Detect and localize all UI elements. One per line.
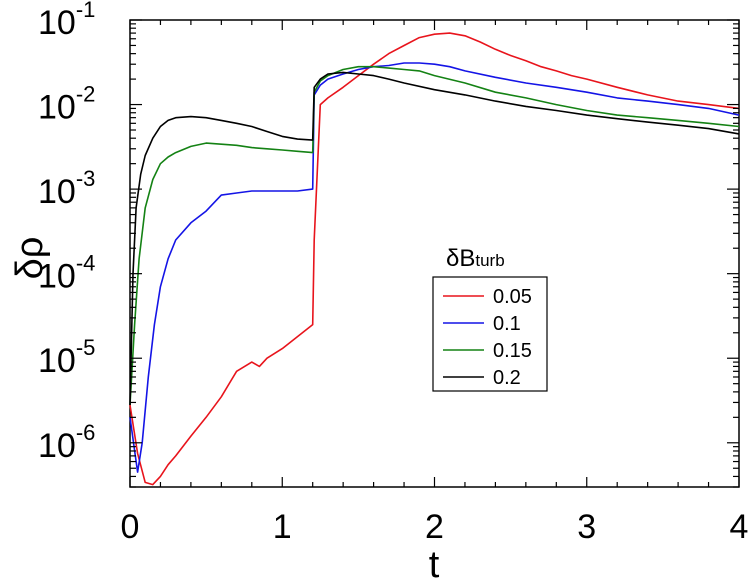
x-tick-labels: 0 1 2 3 4 — [121, 508, 749, 546]
series-line-1 — [129, 32, 740, 486]
legend-entries: 0.05 0.1 0.15 0.2 — [443, 286, 532, 389]
y-axis-label: δρ — [9, 237, 51, 280]
x-axis-label: t — [429, 544, 440, 580]
plot-frame — [129, 19, 740, 488]
y-tick-label: 10-4 — [38, 251, 95, 296]
legend-label: 0.15 — [493, 340, 532, 362]
legend-label: 0.05 — [493, 286, 532, 308]
series-line-4 — [129, 71, 740, 406]
x-tick-label: 4 — [730, 508, 749, 546]
x-tick-label: 1 — [273, 508, 292, 546]
ticks-layer — [129, 19, 740, 488]
x-tick-label: 3 — [577, 508, 596, 546]
legend-label: 0.1 — [493, 313, 521, 335]
x-tick-label: 2 — [425, 508, 444, 546]
legend-label: 0.2 — [493, 367, 521, 389]
y-tick-label: 10-1 — [38, 0, 95, 42]
y-tick-labels: 10-6 10-5 10-4 10-3 10-2 10-1 — [38, 0, 95, 465]
series-layer — [129, 32, 740, 486]
y-tick-label: 10-5 — [38, 335, 95, 380]
series-line-3 — [129, 65, 740, 406]
y-tick-label: 10-6 — [38, 420, 95, 465]
y-tick-label: 10-3 — [38, 166, 95, 211]
legend-title: δBturb — [446, 245, 505, 272]
series-line-2 — [129, 62, 740, 473]
x-tick-label: 0 — [121, 508, 140, 546]
legend: δBturb 0.05 0.1 0.15 0.2 — [432, 245, 548, 392]
y-tick-label: 10-2 — [38, 82, 95, 127]
